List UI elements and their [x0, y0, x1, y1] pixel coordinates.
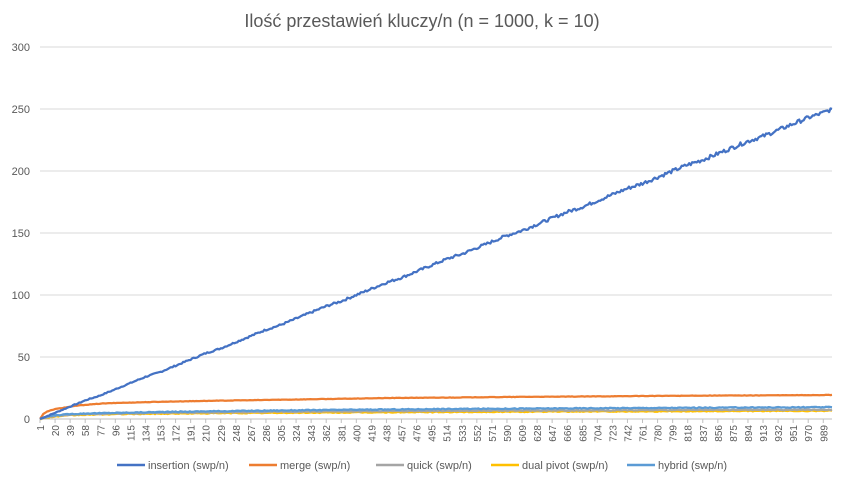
- x-axis-ticks: 1 20 39 58 77 96 115 134 153 172 191 210 229 248 267 28…: [36, 419, 830, 442]
- y-tick-label: 0: [24, 414, 30, 426]
- x-tick-label: 476: [413, 425, 424, 442]
- x-tick-label: 628: [533, 425, 544, 442]
- x-tick-label: 932: [774, 425, 785, 442]
- legend-label: quick (swp/n): [407, 460, 472, 472]
- x-tick-label: 533: [458, 425, 469, 442]
- x-tick-label: 742: [623, 425, 634, 442]
- x-tick-label: 761: [639, 425, 650, 442]
- legend-label: dual pivot (swp/n): [522, 460, 608, 472]
- x-tick-label: 134: [141, 425, 152, 442]
- legend-label: merge (swp/n): [280, 460, 350, 472]
- x-tick-label: 267: [247, 425, 258, 442]
- x-tick-label: 419: [367, 425, 378, 442]
- x-tick-label: 666: [563, 425, 574, 442]
- x-tick-label: 780: [654, 425, 665, 442]
- x-tick-label: 20: [51, 425, 62, 437]
- x-tick-label: 970: [804, 425, 815, 442]
- x-tick-label: 381: [337, 425, 348, 442]
- x-tick-label: 799: [669, 425, 680, 442]
- x-tick-label: 229: [217, 425, 228, 442]
- series-lines: [39, 107, 833, 421]
- y-tick-label: 50: [18, 352, 30, 364]
- legend: insertion (swp/n) merge (swp/n) quick (swp…: [117, 460, 727, 472]
- x-tick-label: 77: [96, 425, 107, 437]
- x-tick-label: 324: [292, 425, 303, 442]
- y-tick-label: 150: [12, 228, 30, 240]
- x-tick-label: 495: [428, 425, 439, 442]
- x-tick-label: 609: [518, 425, 529, 442]
- x-tick-label: 837: [699, 425, 710, 442]
- y-tick-label: 300: [12, 42, 30, 54]
- series-line-merge: [39, 393, 833, 420]
- x-tick-label: 913: [759, 425, 770, 442]
- x-tick-label: 590: [503, 425, 514, 442]
- legend-label: hybrid (swp/n): [658, 460, 727, 472]
- x-tick-label: 457: [398, 425, 409, 442]
- x-tick-label: 571: [488, 425, 499, 442]
- series-line-hybrid: [39, 405, 833, 421]
- x-tick-label: 1: [36, 425, 47, 431]
- x-tick-label: 875: [729, 425, 740, 442]
- x-tick-label: 191: [187, 425, 198, 442]
- x-tick-label: 172: [172, 425, 183, 442]
- chart-title: Ilość przestawień kluczy/n (n = 1000, k …: [244, 11, 599, 31]
- x-tick-label: 704: [593, 425, 604, 442]
- x-tick-label: 343: [307, 425, 318, 442]
- gridlines: [40, 46, 832, 420]
- x-tick-label: 951: [789, 425, 800, 442]
- x-tick-label: 210: [202, 425, 213, 442]
- series-line-insertion: [39, 107, 833, 421]
- y-tick-label: 100: [12, 290, 30, 302]
- x-tick-label: 685: [578, 425, 589, 442]
- y-tick-label: 200: [12, 166, 30, 178]
- x-tick-label: 400: [352, 425, 363, 442]
- x-tick-label: 552: [473, 425, 484, 442]
- legend-label: insertion (swp/n): [148, 460, 229, 472]
- x-tick-label: 286: [262, 425, 273, 442]
- x-tick-label: 989: [819, 425, 830, 442]
- y-tick-label: 250: [12, 104, 30, 116]
- x-tick-label: 362: [322, 425, 333, 442]
- y-axis-ticks: 0 50 100 150 200 250 300: [12, 42, 30, 426]
- x-tick-label: 248: [232, 425, 243, 442]
- x-tick-label: 96: [111, 425, 122, 437]
- x-tick-label: 58: [81, 425, 92, 437]
- x-tick-label: 856: [714, 425, 725, 442]
- x-tick-label: 39: [66, 425, 77, 437]
- x-tick-label: 153: [157, 425, 168, 442]
- x-tick-label: 647: [548, 425, 559, 442]
- x-tick-label: 894: [744, 425, 755, 442]
- x-tick-label: 305: [277, 425, 288, 442]
- x-tick-label: 438: [382, 425, 393, 442]
- x-tick-label: 723: [608, 425, 619, 442]
- x-tick-label: 514: [443, 425, 454, 442]
- x-tick-label: 818: [684, 425, 695, 442]
- x-tick-label: 115: [126, 425, 137, 441]
